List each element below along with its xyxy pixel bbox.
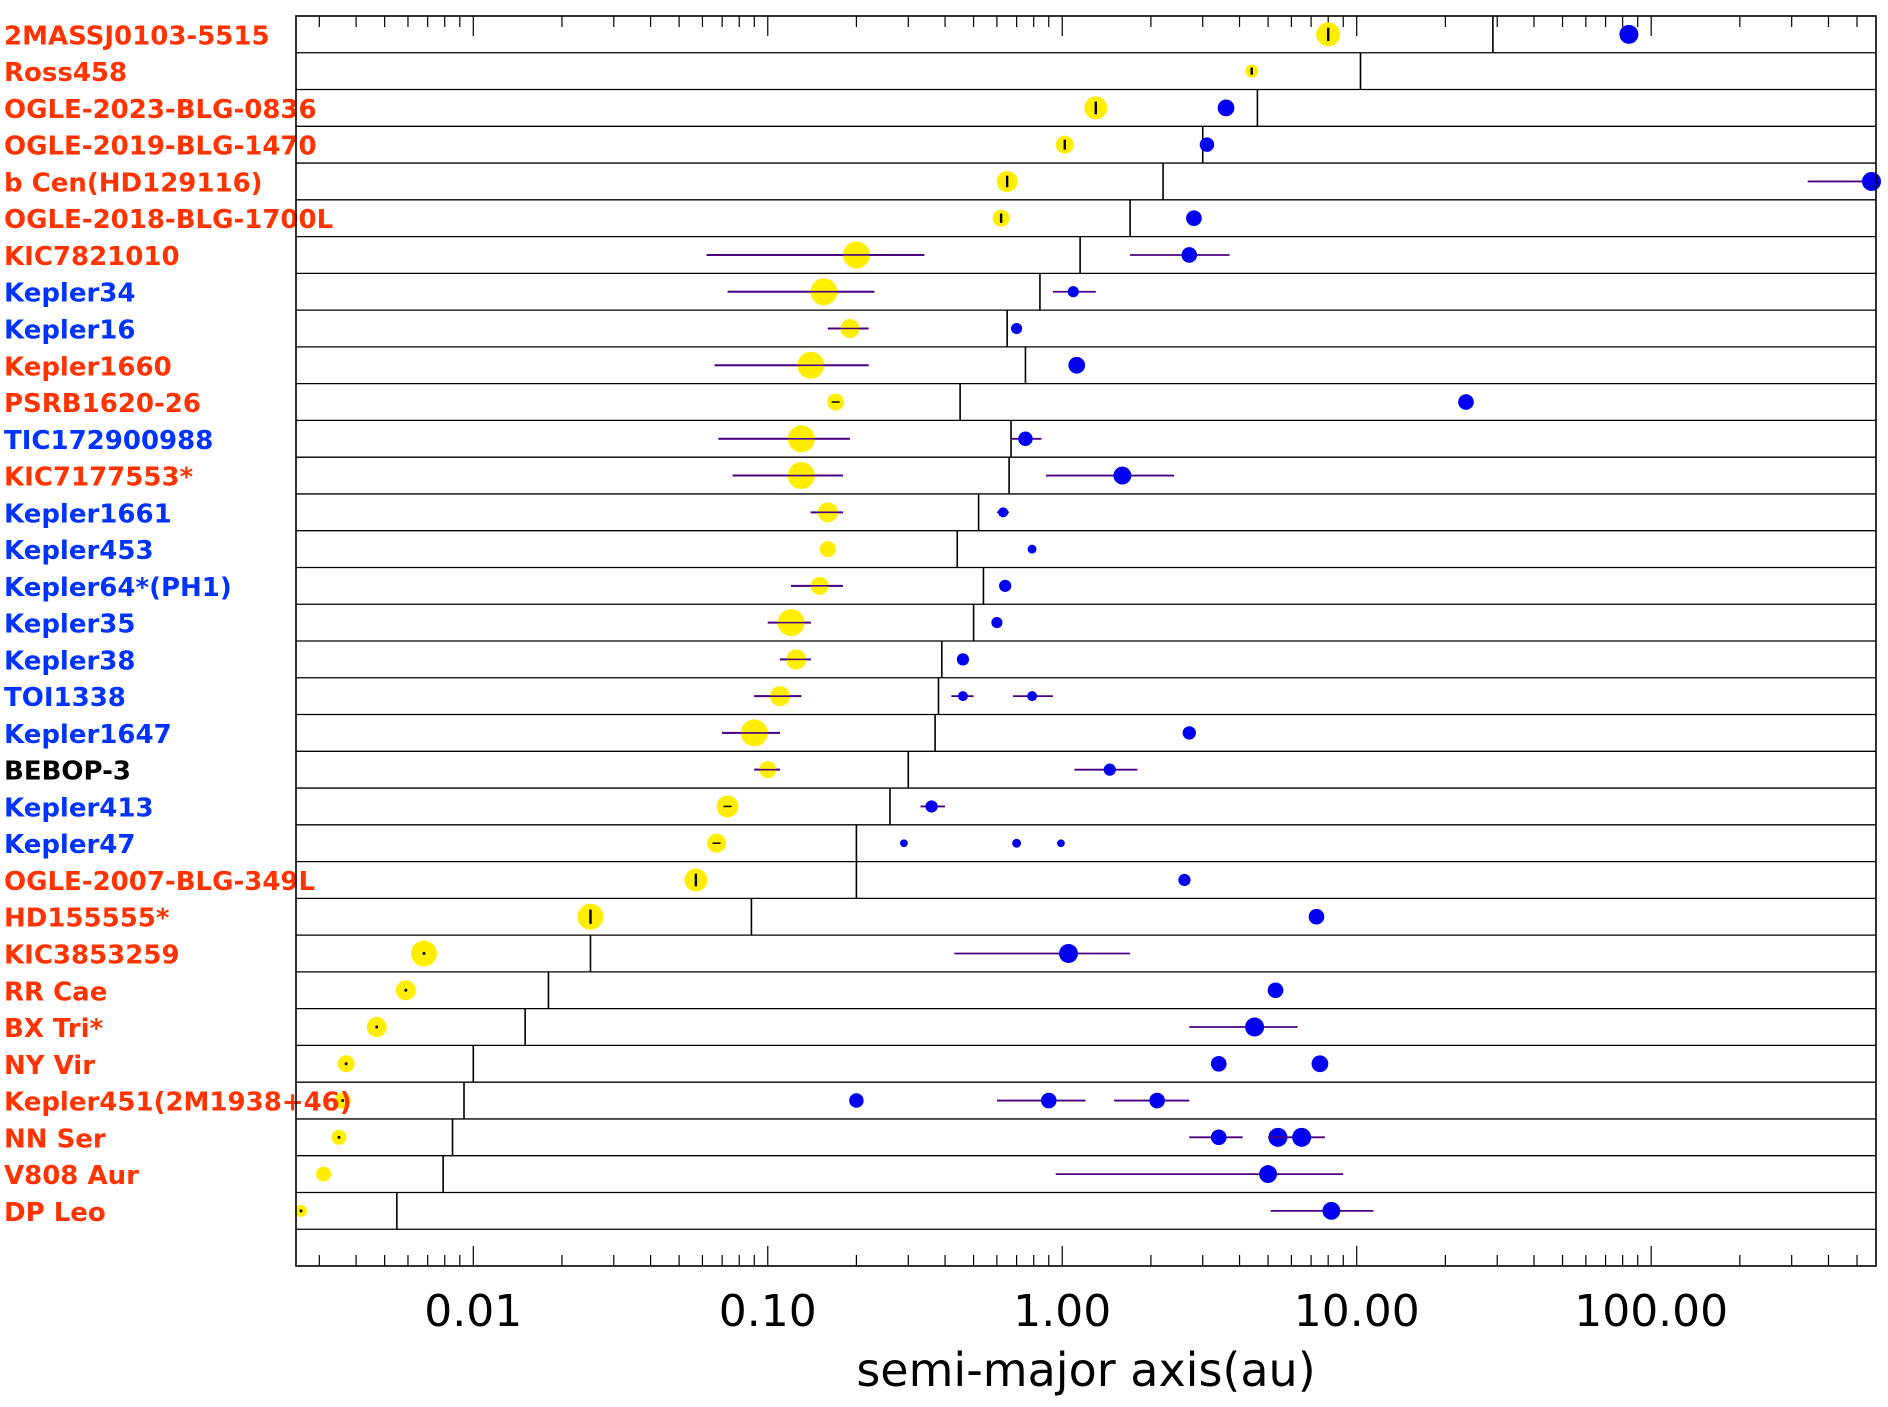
planet-marker [1199, 137, 1215, 152]
planet-marker [1210, 1129, 1227, 1146]
planet-marker [1057, 839, 1065, 848]
planet-marker [1259, 1165, 1278, 1184]
planet-marker [1178, 873, 1191, 887]
system-label: OGLE-2018-BLG-1700L [4, 205, 333, 235]
binary-inner-dot [422, 952, 426, 955]
system-label: Kepler451(2M1938+46) [4, 1088, 352, 1118]
system-label: KIC7177553* [4, 463, 194, 493]
x-axis-title: semi-major axis(au) [856, 1343, 1315, 1397]
system-label: Kepler35 [4, 610, 136, 640]
system-label: 2MASSJ0103-5515 [4, 21, 270, 51]
planet-marker [1181, 247, 1198, 263]
system-label: HD155555* [4, 904, 170, 934]
minor-ticks-layer [318, 16, 1858, 1266]
planet-marker [1113, 466, 1132, 485]
planet-marker [1040, 1092, 1057, 1109]
system-label: Kepler64*(PH1) [4, 573, 232, 603]
planet-marker [999, 579, 1012, 592]
planet-marker [998, 507, 1009, 518]
system-label: OGLE-2019-BLG-1470 [4, 132, 317, 162]
planet-marker [991, 617, 1003, 629]
system-label: Kepler38 [4, 646, 136, 676]
x-tick-labels-layer: 0.01 0.10 1.00 10.00 100.00 [424, 1286, 1728, 1337]
planet-marker [1311, 1055, 1329, 1073]
system-label: RR Cae [4, 977, 107, 1007]
planet-marker [925, 800, 938, 813]
planet-marker [1103, 763, 1116, 776]
planet-marker [957, 691, 968, 702]
system-label: Kepler1647 [4, 720, 172, 750]
x-tick-label: 0.10 [719, 1286, 817, 1337]
system-label: NY Vir [4, 1051, 95, 1081]
system-label: DP Leo [4, 1198, 106, 1228]
system-label: NN Ser [4, 1124, 106, 1154]
binary-inner-dot [299, 1209, 303, 1213]
planet-marker [1862, 171, 1882, 191]
plot-frame [295, 15, 1877, 1267]
planet-marker [1267, 982, 1284, 999]
planet-marker [1619, 24, 1639, 44]
planet-marker [1058, 944, 1078, 963]
binary-inner-dot [375, 1025, 379, 1029]
system-label: KIC7821010 [4, 242, 180, 272]
row-labels-layer: 2MASSJ0103-5515 Ross458 OGLE-2023-BLG-0836… [4, 21, 352, 1227]
system-label: OGLE-2007-BLG-349L [4, 867, 315, 897]
planet-marker [1186, 210, 1202, 227]
binary-inner-dot [344, 1062, 348, 1066]
planet-marker [1027, 544, 1037, 554]
system-label: Kepler453 [4, 536, 154, 566]
system-label: Kepler413 [4, 793, 154, 823]
planet-marker [849, 1093, 864, 1108]
system-label: b Cen(HD129116) [4, 168, 263, 198]
x-tick-label: 10.00 [1294, 1286, 1420, 1337]
planet-marker [1217, 99, 1235, 117]
system-label: Kepler1660 [4, 352, 172, 382]
planet-marker [1067, 286, 1079, 298]
system-label: Kepler47 [4, 830, 136, 860]
system-label: BEBOP-3 [4, 757, 131, 787]
system-label: Ross458 [4, 58, 127, 88]
system-label: OGLE-2023-BLG-0836 [4, 95, 317, 125]
system-label: KIC3853259 [4, 941, 180, 971]
binary-inner-dot [341, 1099, 345, 1103]
planet-marker [1182, 726, 1196, 740]
x-tick-label: 1.00 [1013, 1286, 1111, 1337]
markers-layer [295, 16, 1882, 1230]
row-lines-layer [296, 52, 1876, 1230]
system-label: Kepler16 [4, 316, 136, 346]
system-label: TIC172900988 [4, 426, 213, 456]
planet-marker [1458, 394, 1474, 410]
planet-marker [1011, 322, 1023, 335]
planet-marker [1322, 1201, 1341, 1220]
planet-marker [1210, 1055, 1227, 1072]
planet-marker [1245, 1017, 1265, 1037]
planet-marker [900, 839, 908, 848]
binary-inner-dot [404, 988, 408, 992]
system-label: V808 Aur [4, 1161, 139, 1191]
x-tick-label: 0.01 [424, 1286, 522, 1337]
planet-marker [1027, 691, 1038, 702]
system-label: PSRB1620-26 [4, 389, 201, 419]
system-label: TOI1338 [4, 683, 126, 713]
binary-marker [819, 541, 836, 558]
planet-marker [1149, 1092, 1165, 1109]
binary-inner-dot [337, 1135, 341, 1139]
binary-marker [316, 1166, 332, 1182]
planet-marker [1292, 1127, 1312, 1147]
planet-marker [956, 653, 970, 666]
x-tick-label: 100.00 [1574, 1286, 1728, 1337]
planet-marker [1308, 908, 1325, 925]
planet-marker [1012, 838, 1022, 848]
planet-marker [1018, 431, 1033, 447]
planet-marker [1068, 356, 1086, 374]
system-label: Kepler34 [4, 279, 136, 309]
system-label: Kepler1661 [4, 499, 172, 529]
system-label: BX Tri* [4, 1014, 104, 1044]
